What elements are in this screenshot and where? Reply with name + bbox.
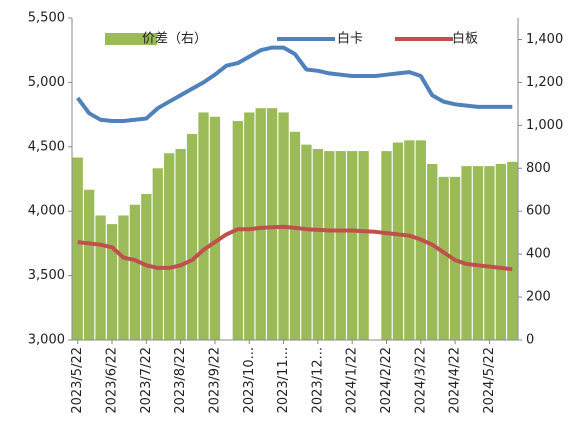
bar: [118, 215, 129, 340]
bar: [266, 108, 278, 340]
x-tick-label: 2023/6/22: [105, 347, 120, 414]
x-tick-label: 2023/8/22: [173, 347, 188, 414]
bar: [324, 151, 335, 340]
y2-tick-label: 1,400: [526, 32, 563, 47]
bar: [381, 151, 392, 340]
bar: [84, 189, 95, 340]
y-tick-label: 3,000: [28, 333, 65, 348]
bar: [95, 215, 106, 340]
bar: [301, 144, 312, 340]
y-tick-label: 4,000: [28, 204, 65, 219]
bar: [255, 108, 266, 340]
bar: [461, 166, 472, 340]
bar: [484, 166, 495, 340]
bar: [335, 151, 346, 340]
x-tick-label: 2023/10...: [242, 347, 257, 413]
bar: [198, 112, 209, 340]
y-tick-label: 5,000: [28, 75, 65, 90]
y2-tick-label: 1,000: [526, 118, 563, 133]
legend-swatch: [105, 33, 157, 45]
x-tick-label: 2024/1/22: [345, 347, 360, 414]
x-tick-label: 2024/5/22: [482, 347, 497, 414]
bar: [507, 161, 518, 340]
bar: [289, 131, 301, 340]
x-tick-label: 2023/9/22: [207, 347, 222, 414]
bar: [358, 151, 369, 340]
x-tick-label: 2024/3/22: [413, 347, 428, 414]
bar: [427, 163, 438, 340]
y-tick-label: 4,500: [28, 139, 65, 154]
x-tick-label: 2023/7/22: [139, 347, 154, 414]
legend-label: 白卡: [337, 31, 363, 47]
y2-tick-label: 0: [526, 333, 534, 348]
bar: [404, 140, 415, 340]
legend-label: 白板: [452, 31, 478, 47]
bar: [129, 204, 141, 340]
bar: [312, 148, 324, 340]
bar: [244, 112, 255, 340]
bar: [72, 157, 83, 340]
y2-tick-label: 800: [526, 161, 551, 176]
line: [76, 45, 513, 123]
bar: [392, 142, 404, 340]
bar: [175, 148, 186, 340]
bar: [152, 168, 163, 340]
line: [77, 224, 513, 272]
bar: [472, 166, 484, 340]
y2-tick-label: 200: [526, 290, 551, 305]
x-tick-label: 2023/12...: [310, 347, 325, 413]
y2-tick-label: 600: [526, 204, 551, 219]
bar: [186, 133, 198, 340]
x-tick-label: 2023/5/22: [70, 347, 85, 414]
x-tick-label: 2024/4/22: [448, 347, 463, 414]
bar: [209, 116, 221, 340]
y2-tick-label: 1,200: [526, 75, 563, 90]
legend-label: 价差（右）: [142, 32, 207, 47]
bar: [106, 224, 118, 340]
bar: [164, 153, 175, 340]
x-tick-label: 2024/2/22: [379, 347, 394, 414]
y-tick-label: 3,500: [28, 268, 65, 283]
bar: [438, 176, 449, 340]
bar: [347, 151, 358, 340]
x-tick-label: 2023/11...: [276, 347, 291, 413]
y2-tick-label: 400: [526, 247, 551, 262]
y-tick-label: 5,500: [28, 11, 65, 26]
bar: [495, 163, 506, 340]
